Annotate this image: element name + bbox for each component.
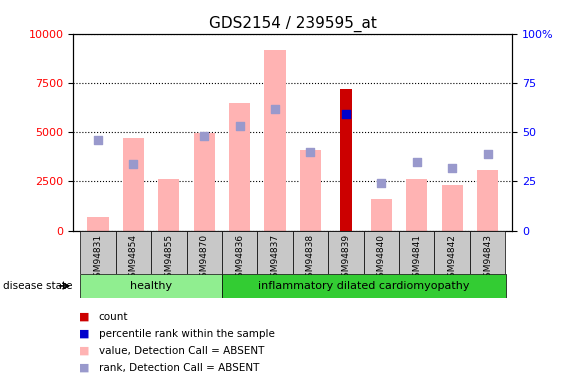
Bar (87, 217, 109, 231)
Point (129, 160, 138, 166)
Bar (115, 231, 151, 274)
Point (306, 149, 315, 155)
Point (341, 111, 350, 117)
Bar (370, 199, 392, 231)
Text: GSM94854: GSM94854 (129, 234, 138, 283)
Text: inflammatory dilated cardiomyopathy: inflammatory dilated cardiomyopathy (258, 281, 470, 291)
Bar (81, 231, 115, 274)
Point (448, 165, 457, 171)
Text: GSM94840: GSM94840 (377, 234, 386, 283)
Bar (328, 231, 364, 274)
Bar (222, 231, 257, 274)
Text: ■: ■ (79, 312, 90, 322)
Text: GSM94843: GSM94843 (483, 234, 492, 283)
Text: GSM94836: GSM94836 (235, 234, 244, 283)
Bar (293, 231, 328, 274)
Text: ■: ■ (79, 329, 90, 339)
Bar (229, 103, 251, 231)
Bar (194, 133, 215, 231)
Text: GSM94855: GSM94855 (164, 234, 173, 283)
Text: disease state: disease state (3, 281, 72, 291)
Bar (123, 138, 144, 231)
Point (412, 159, 421, 165)
Text: GSM94838: GSM94838 (306, 234, 315, 283)
Text: count: count (99, 312, 128, 322)
Bar (151, 231, 186, 274)
Point (235, 123, 244, 129)
Bar (158, 180, 180, 231)
Title: GDS2154 / 239595_at: GDS2154 / 239595_at (209, 16, 377, 32)
Point (271, 106, 280, 112)
Text: ■: ■ (79, 346, 90, 355)
Text: healthy: healthy (130, 281, 172, 291)
Bar (435, 231, 470, 274)
Bar (399, 231, 435, 274)
Bar (257, 231, 293, 274)
Text: GSM94839: GSM94839 (341, 234, 350, 283)
Text: percentile rank within the sample: percentile rank within the sample (99, 329, 274, 339)
Text: value, Detection Call = ABSENT: value, Detection Call = ABSENT (99, 346, 264, 355)
Bar (222, 274, 506, 298)
Bar (470, 231, 505, 274)
Point (377, 180, 386, 186)
Bar (364, 231, 399, 274)
Text: rank, Detection Call = ABSENT: rank, Detection Call = ABSENT (99, 363, 259, 372)
Bar (265, 50, 285, 231)
Bar (441, 185, 463, 231)
Text: GSM94831: GSM94831 (93, 234, 102, 283)
Bar (477, 170, 498, 231)
Point (93, 137, 102, 143)
Text: GSM94842: GSM94842 (448, 234, 457, 283)
Text: ■: ■ (79, 363, 90, 372)
Text: GSM94870: GSM94870 (200, 234, 209, 283)
Bar (300, 150, 321, 231)
Bar (339, 89, 352, 231)
Bar (186, 231, 222, 274)
Text: GSM94837: GSM94837 (271, 234, 280, 283)
Point (200, 133, 209, 139)
Text: GSM94841: GSM94841 (412, 234, 421, 283)
Point (483, 151, 492, 157)
Bar (406, 180, 427, 231)
Bar (81, 274, 222, 298)
